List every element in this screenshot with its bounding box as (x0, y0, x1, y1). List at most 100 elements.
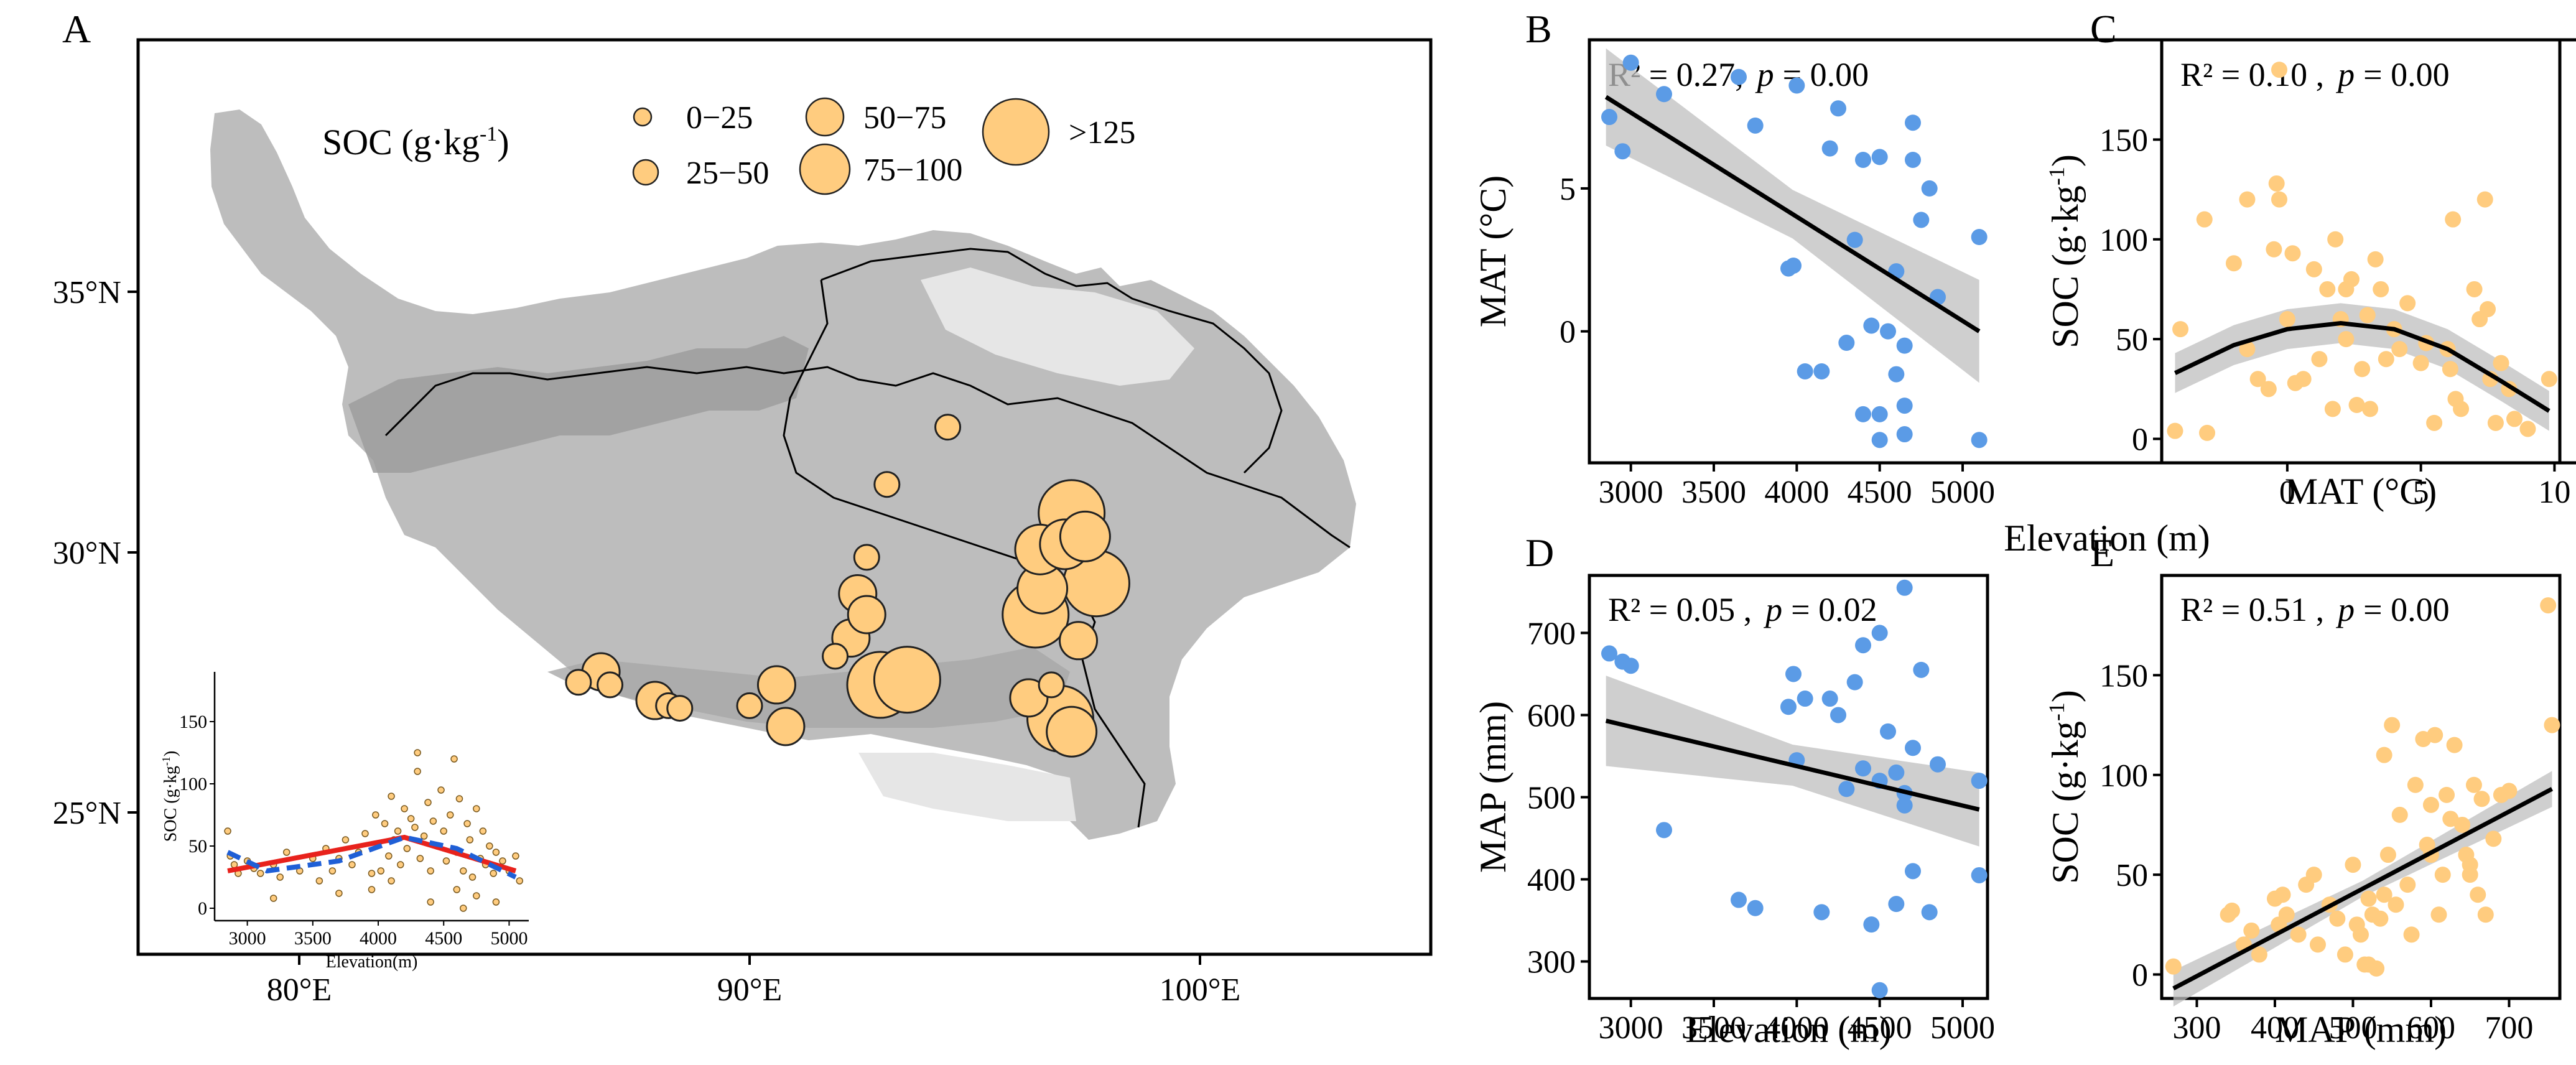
data-point (1797, 691, 1813, 707)
data-point (1731, 68, 1747, 85)
lat-tick-30: 30°N (53, 536, 121, 571)
data-point (2434, 867, 2451, 883)
data-point (2337, 946, 2353, 963)
data-point (1821, 691, 1838, 707)
data-point (2476, 191, 2493, 208)
data-point (1905, 740, 1921, 756)
data-point (1863, 317, 1880, 334)
data-point (2403, 926, 2420, 943)
qaidam-basin (921, 267, 1194, 386)
inset-point (463, 820, 471, 827)
legend-symbol-75-100 (799, 143, 851, 195)
inset-plot: 3000 3500 4000 4500 5000 0 50 100 150 Elevation(m… (160, 672, 529, 972)
site-point (873, 471, 901, 498)
fit-line (1604, 95, 1981, 333)
data-point (2266, 241, 2282, 258)
inset-point (455, 795, 463, 802)
legend-symbol-25-50 (632, 159, 659, 186)
data-point (1813, 363, 1830, 379)
data-point (1813, 904, 1830, 921)
panel-d: D R² = 0.05 , p = 0.02 Elevation (m) MAP (… (1472, 531, 1995, 1050)
x-tick-label: 3500 (1681, 475, 1746, 510)
data-point (2391, 341, 2408, 358)
data-point (2345, 857, 2361, 873)
legend-symbol-50-75 (805, 97, 845, 137)
data-point (2493, 355, 2509, 371)
data-point (1838, 335, 1855, 351)
panel-c-ylabel: SOC (g·kg-1) (2044, 154, 2086, 348)
lon-tick-80: 80°E (267, 972, 332, 1008)
data-point (2338, 281, 2355, 297)
data-point (1855, 151, 1871, 168)
lon-tick-90: 90°E (717, 972, 783, 1008)
inset-point (401, 805, 408, 812)
data-point (2465, 776, 2482, 793)
data-point (2519, 421, 2536, 437)
data-point (2466, 281, 2483, 297)
data-point (2453, 401, 2470, 417)
inset-point (468, 873, 477, 881)
data-point (1913, 661, 1930, 678)
y-tick-label: 500 (1527, 781, 1576, 816)
data-point (2239, 191, 2256, 208)
inset-point (282, 849, 291, 856)
site-point (934, 414, 962, 441)
data-point (2446, 737, 2463, 753)
inset-point (427, 867, 434, 875)
data-point (1797, 363, 1813, 379)
inset-point (224, 827, 231, 835)
inset-point (381, 820, 389, 827)
data-point (2487, 414, 2504, 431)
panel-d-stat: R² = 0.05 , p = 0.02 (1608, 591, 1877, 628)
data-point (2376, 886, 2392, 903)
data-point (2284, 245, 2301, 262)
legend-label-0-25: 0−25 (686, 100, 753, 136)
data-point (1788, 77, 1805, 94)
data-point (2274, 886, 2291, 903)
plateau-dark-belt (348, 336, 809, 473)
data-point (1888, 366, 1905, 383)
x-tick-label: 400 (2251, 1010, 2299, 1046)
data-point (2376, 746, 2392, 763)
data-point (2225, 255, 2242, 272)
panel-c: C R² = 0.10 , p = 0.00 MAT (°C) SOC (g·kg-… (2044, 7, 2570, 512)
inset-point (512, 852, 519, 860)
data-point (1830, 100, 1846, 117)
panel-b: B R² = 0.27, p = 0.00 Elevation (m) MAT (°… (1472, 7, 2576, 559)
lon-tick-100: 100°E (1160, 972, 1241, 1008)
inset-point (394, 827, 402, 835)
y-tick-label: 600 (1527, 698, 1576, 733)
data-point (2470, 886, 2486, 903)
data-point (2305, 261, 2322, 277)
y-tick-label: 400 (1527, 863, 1576, 898)
data-point (2279, 311, 2295, 328)
data-point (1871, 625, 1888, 641)
data-point (1971, 867, 1988, 883)
data-point (1871, 406, 1888, 422)
inset-point (486, 842, 493, 850)
data-point (1921, 904, 1938, 921)
data-point (1731, 891, 1747, 908)
data-point (2260, 381, 2277, 398)
data-point (2462, 857, 2478, 873)
inset-point (368, 870, 376, 877)
data-point (2477, 906, 2494, 923)
lat-tick-35: 35°N (53, 275, 121, 310)
data-point (1838, 781, 1855, 798)
x-tick-label: 5000 (1930, 475, 1995, 510)
data-point (2360, 956, 2377, 973)
legend-label-25-50: 25−50 (686, 156, 769, 191)
data-point (2271, 191, 2287, 208)
inset-point (388, 877, 395, 885)
y-tick-label: 150 (2099, 123, 2148, 158)
inset-y-tick-label: 150 (179, 712, 207, 732)
data-point (2485, 830, 2502, 847)
x-tick-label: 0 (2279, 475, 2295, 510)
data-point (1855, 637, 1871, 654)
fit-line (2174, 320, 2550, 413)
data-point (1656, 822, 1672, 839)
x-tick-label: 600 (2407, 1010, 2455, 1046)
panel-b-frame (1588, 38, 2576, 465)
data-point (2167, 422, 2183, 439)
data-point (2541, 371, 2557, 388)
